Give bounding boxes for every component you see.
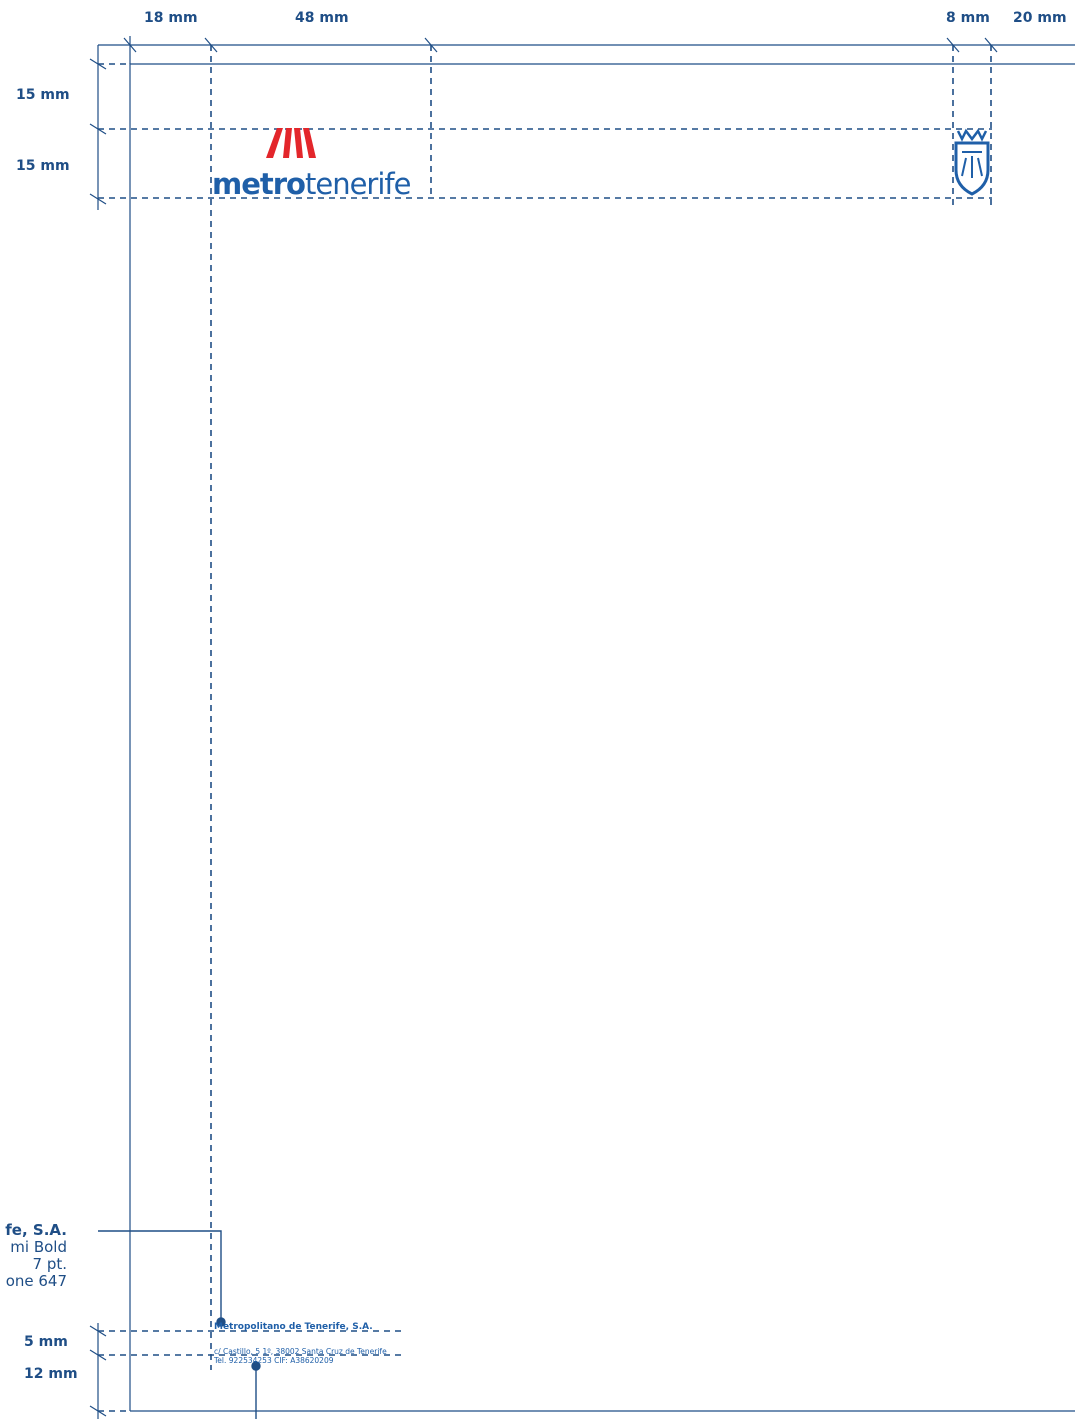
callout-line-1: fe, S.A. xyxy=(5,1221,67,1239)
dim-label-logo-width: 48 mm xyxy=(295,10,349,26)
footer-address: c/ Castillo, 5 1º, 38002 Santa Cruz de T… xyxy=(214,1347,387,1356)
callout-line-4: one 647 xyxy=(5,1272,67,1290)
dim-label-logo-height: 15 mm xyxy=(16,158,70,174)
footer-typography-callout: fe, S.A. mi Bold 7 pt. one 647 xyxy=(5,1222,67,1290)
dim-label-left-margin: 18 mm xyxy=(144,10,198,26)
dim-label-footer-gap: 5 mm xyxy=(24,1334,68,1350)
wordmark-tenerife: tenerife xyxy=(304,167,411,201)
dashed-guides xyxy=(98,45,992,1412)
dim-label-right-margin: 20 mm xyxy=(1013,10,1067,26)
dim-label-bottom-margin: 12 mm xyxy=(24,1366,78,1382)
callout-line-2: mi Bold xyxy=(10,1238,67,1256)
metrotenerife-wordmark: metrotenerife xyxy=(212,167,411,201)
footer-contact: Tel. 922534253 CIF: A38620209 xyxy=(214,1356,334,1365)
dim-label-crest-width: 8 mm xyxy=(946,10,990,26)
callout-line-3: 7 pt. xyxy=(32,1255,67,1273)
top-ticks xyxy=(123,36,998,64)
footer-address-block: c/ Castillo, 5 1º, 38002 Santa Cruz de T… xyxy=(214,1347,387,1365)
callout-leaders xyxy=(98,1230,261,1419)
metro-symbol-logo xyxy=(266,128,316,158)
page-edge xyxy=(129,63,1075,1412)
footer-company-name: Metropolitano de Tenerife, S.A. xyxy=(214,1322,373,1332)
left-ticks xyxy=(89,58,107,1419)
dim-label-top-margin: 15 mm xyxy=(16,87,70,103)
cabildo-crest-logo xyxy=(954,128,990,196)
wordmark-metro: metro xyxy=(212,167,306,201)
